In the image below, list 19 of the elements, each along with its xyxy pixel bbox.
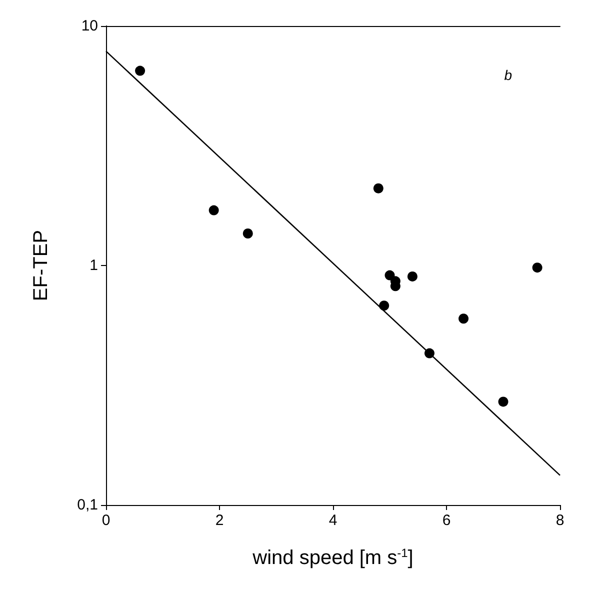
point — [498, 396, 508, 407]
point — [242, 228, 253, 239]
x-tick-label: 4 — [328, 512, 338, 529]
x-tick-label: 6 — [442, 512, 451, 529]
point — [407, 271, 418, 282]
point — [208, 205, 219, 216]
point — [379, 300, 390, 311]
x-tick-label: 0 — [102, 512, 110, 529]
x-tick-label: 8 — [556, 512, 564, 529]
point — [458, 314, 469, 324]
point — [532, 262, 542, 273]
y-axis-title: EF-TEP — [30, 230, 52, 302]
y-tick-label: 0,1 — [77, 496, 98, 514]
y-tick-label: 1 — [90, 257, 98, 274]
point — [373, 183, 384, 194]
y-tick-label: 10 — [81, 18, 98, 34]
x-tick-label: 2 — [215, 512, 224, 529]
annotation: b — [504, 67, 512, 83]
point — [135, 66, 146, 76]
